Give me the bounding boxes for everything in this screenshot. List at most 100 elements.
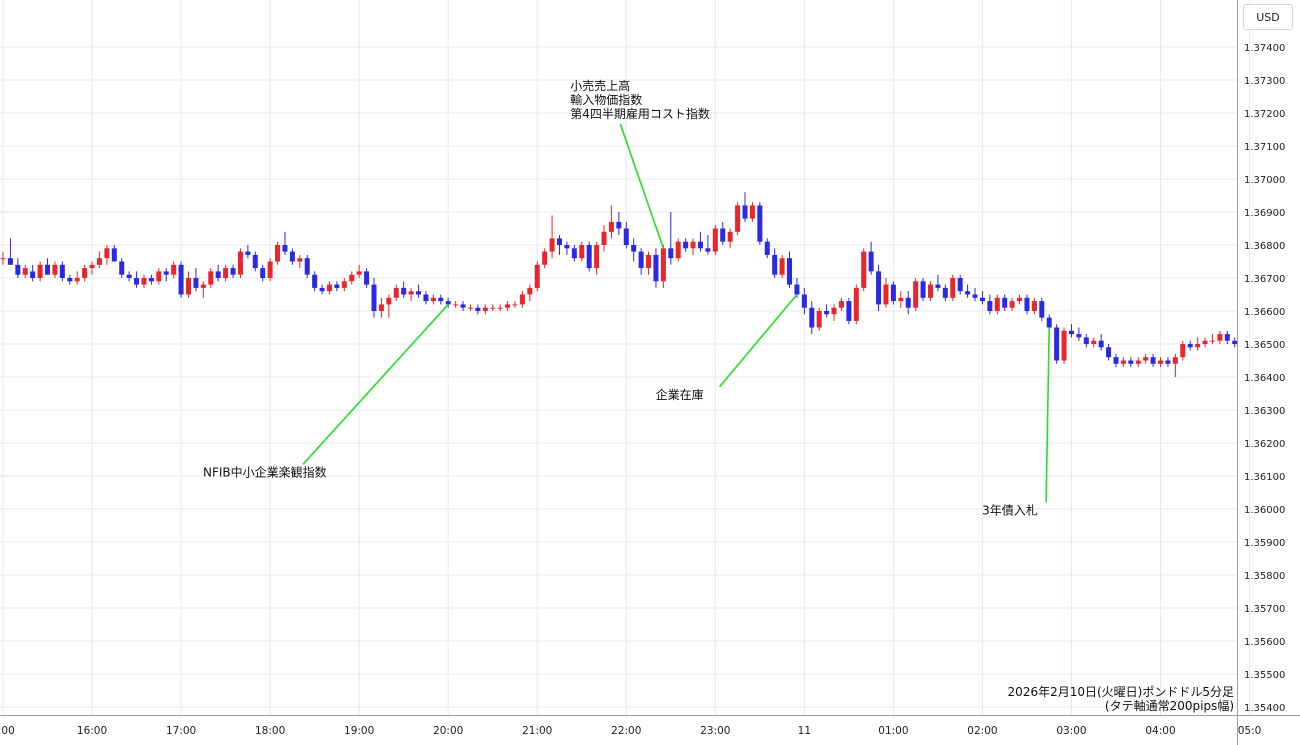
- candle-body: [1106, 347, 1112, 358]
- candle-body: [742, 205, 748, 219]
- candle: [890, 281, 896, 305]
- candle: [876, 264, 882, 311]
- candle: [200, 281, 206, 298]
- candle-body: [490, 307, 496, 309]
- candle-body: [660, 248, 666, 282]
- candle-body: [505, 304, 511, 308]
- candle-body: [237, 251, 243, 275]
- x-tick-label: 22:00: [611, 725, 641, 737]
- candle-body: [356, 271, 362, 275]
- candle: [289, 248, 295, 265]
- candle: [534, 261, 540, 292]
- candle: [497, 304, 503, 311]
- candle: [378, 297, 384, 318]
- x-tick-label: 21:00: [522, 725, 552, 737]
- candle: [883, 278, 889, 308]
- candle: [668, 212, 674, 265]
- candle: [178, 261, 184, 298]
- candle-body: [831, 307, 837, 315]
- candle: [319, 284, 325, 295]
- candle: [972, 287, 978, 302]
- candle-body: [794, 284, 800, 295]
- candle: [727, 228, 733, 249]
- candle: [423, 291, 429, 305]
- candle-body: [408, 291, 414, 295]
- candle-body: [82, 268, 88, 278]
- candle-body: [668, 248, 674, 259]
- candle: [557, 235, 562, 255]
- candle-body: [712, 228, 718, 252]
- candle: [1113, 353, 1119, 368]
- candle: [586, 241, 592, 272]
- candle: [386, 294, 392, 318]
- candle-body: [430, 297, 436, 302]
- candle: [1224, 330, 1230, 344]
- candle-body: [905, 297, 911, 308]
- candle: [275, 241, 281, 265]
- candle: [846, 297, 852, 325]
- candle: [1076, 327, 1082, 341]
- candle-body: [1128, 360, 1134, 364]
- candle-body: [1009, 301, 1015, 308]
- candle: [712, 225, 718, 255]
- annotation: NFIB中小企業楽観指数: [203, 303, 449, 479]
- candle: [1128, 357, 1134, 368]
- candle-body: [326, 284, 332, 292]
- y-tick-label: 1.36000: [1244, 505, 1285, 516]
- candle-body: [824, 311, 830, 315]
- candle-body: [319, 287, 325, 292]
- candle-body: [1068, 330, 1074, 335]
- candle: [252, 251, 258, 272]
- candle-body: [275, 245, 281, 262]
- annotation-label: 企業在庫: [656, 387, 704, 402]
- candle: [787, 251, 793, 288]
- candle-body: [1150, 357, 1156, 364]
- candle-body: [267, 261, 273, 278]
- candle: [1039, 297, 1045, 321]
- candle-body: [1158, 360, 1164, 364]
- candle-body: [282, 245, 288, 252]
- candle: [312, 271, 318, 292]
- candle-body: [163, 271, 169, 275]
- candle-body: [801, 294, 807, 308]
- candle-body: [1187, 344, 1193, 348]
- candle-body: [497, 307, 503, 309]
- candle-body: [1135, 360, 1141, 364]
- candle-body: [423, 294, 429, 302]
- candle-body: [683, 241, 689, 249]
- candle-body: [631, 245, 637, 252]
- candle-body: [482, 307, 488, 311]
- candle: [326, 281, 332, 295]
- annotation-leader-line: [302, 303, 449, 465]
- candle-body: [853, 287, 859, 321]
- candle-body: [571, 248, 577, 259]
- candle-body: [994, 297, 1000, 311]
- candle-body: [1202, 340, 1208, 344]
- candle-body: [52, 264, 58, 275]
- candle-body: [30, 271, 36, 278]
- x-tick-label: 11: [798, 725, 811, 737]
- currency-selector[interactable]: USD: [1243, 4, 1293, 30]
- y-tick-label: 1.35800: [1244, 571, 1285, 582]
- candle-body: [208, 271, 214, 285]
- x-tick-label: 03:00: [1056, 725, 1086, 737]
- y-tick-label: 1.35700: [1244, 604, 1285, 615]
- candle: [824, 304, 830, 318]
- candle: [1232, 337, 1238, 348]
- candle: [74, 271, 80, 285]
- candle: [245, 245, 251, 259]
- candle-body: [1224, 334, 1230, 341]
- candle-body: [957, 278, 963, 292]
- candle: [1150, 353, 1156, 368]
- candle: [408, 287, 414, 302]
- candle-body: [252, 254, 258, 269]
- candle: [67, 274, 73, 285]
- candle-body: [697, 241, 703, 249]
- candle-body: [178, 264, 184, 295]
- candle: [111, 245, 117, 262]
- candle-body: [312, 274, 318, 288]
- candle-body: [586, 245, 592, 269]
- candle-body: [393, 287, 399, 298]
- candle-body: [438, 297, 444, 302]
